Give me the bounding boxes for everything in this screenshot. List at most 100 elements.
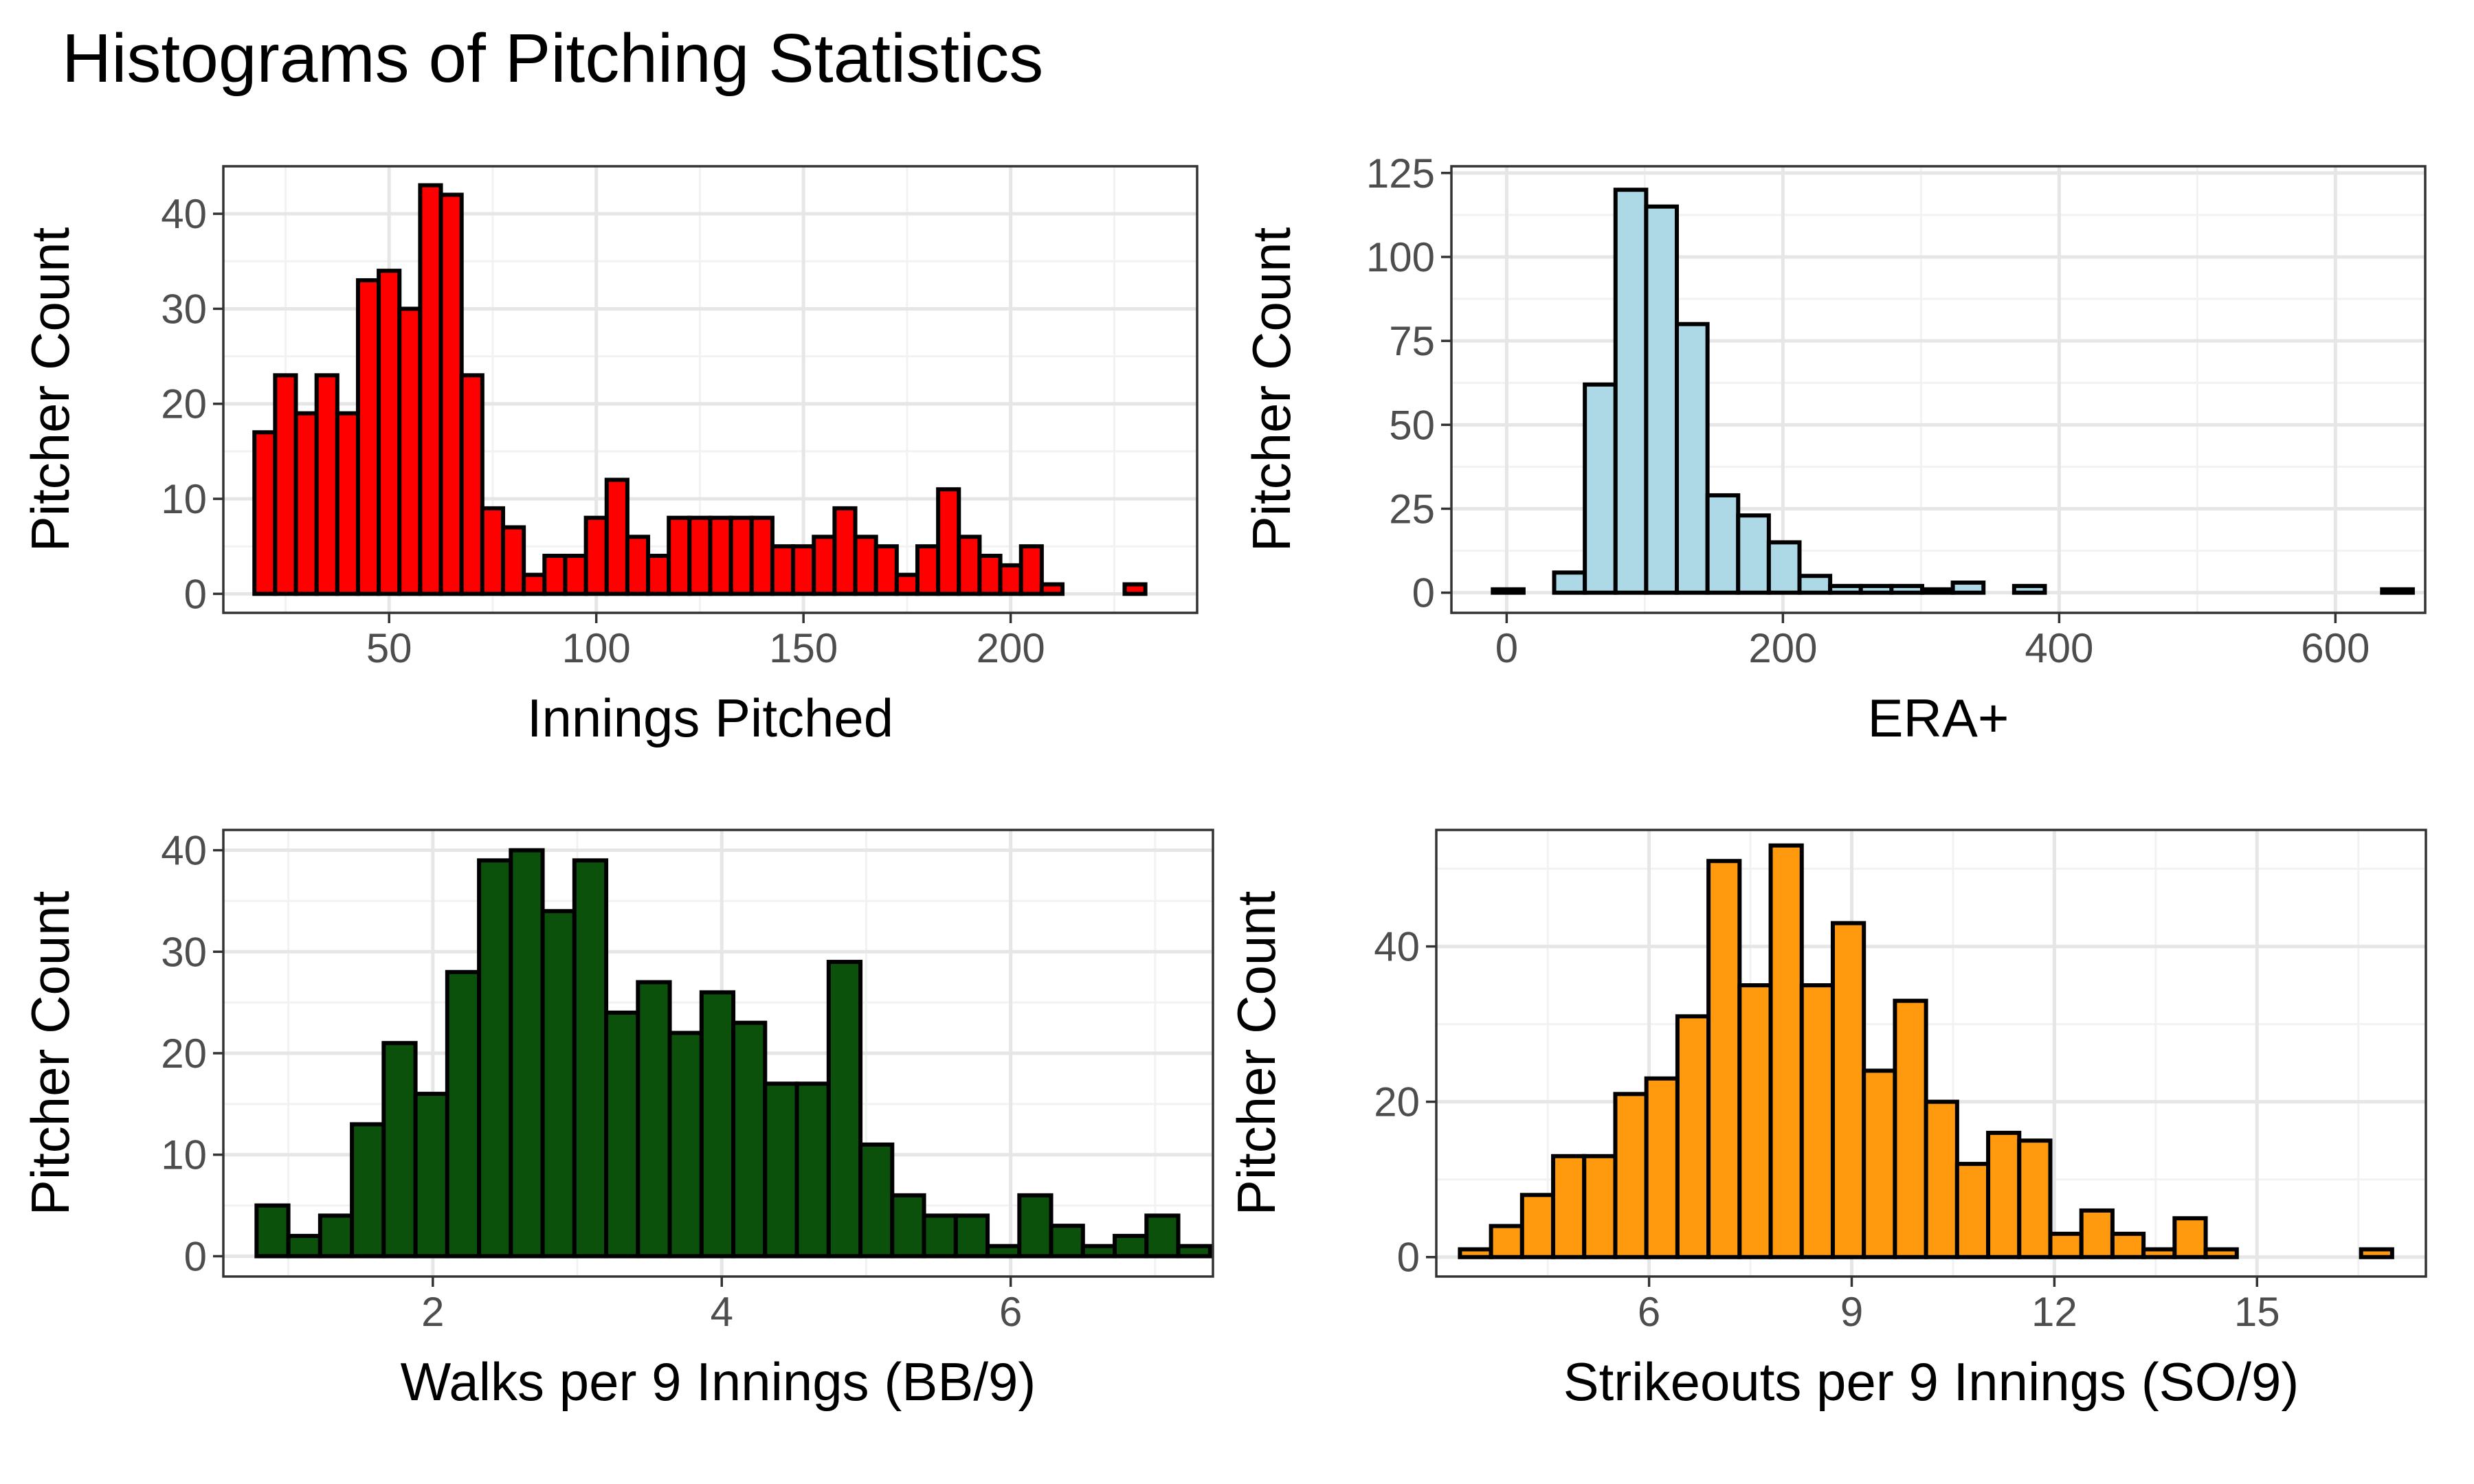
histogram-bar	[286, 1233, 322, 1259]
histogram-bar	[2048, 1231, 2084, 1259]
histogram-bar	[2380, 587, 2415, 595]
histogram-bar	[636, 980, 672, 1259]
histogram-bar	[1458, 1247, 1493, 1259]
histogram-bar	[2172, 1216, 2208, 1259]
y-tick-label: 100	[1366, 234, 1435, 280]
histogram-bar	[2017, 1138, 2053, 1259]
histogram-bar	[1799, 983, 1835, 1259]
histogram-bar	[1706, 859, 1742, 1259]
x-tick-label: 12	[2031, 1289, 2077, 1335]
histogram-bar	[873, 544, 899, 596]
histogram-bar	[1582, 1154, 1618, 1259]
x-axis-title: Innings Pitched	[527, 688, 893, 748]
y-tick-label: 20	[161, 381, 207, 427]
histogram-bar	[1950, 581, 1986, 595]
histogram-bar	[254, 1203, 291, 1259]
histogram-bar	[1613, 1092, 1649, 1259]
histogram-bar	[445, 969, 482, 1259]
y-tick-label: 20	[1374, 1079, 1420, 1125]
y-tick-label: 0	[184, 1233, 207, 1279]
histogram-bar	[459, 373, 484, 596]
histogram-bar	[826, 960, 863, 1259]
histogram-bar	[1017, 1193, 1054, 1259]
histogram-bar	[1551, 1154, 1587, 1259]
histogram-bar	[1862, 1068, 1897, 1259]
histogram-bar	[572, 858, 609, 1259]
so9-histogram-panel: 6 9 12 15 0 20 40 Strikeouts per 9 Innings (SO/…	[1226, 829, 2427, 1412]
histogram-bar	[749, 515, 774, 596]
y-tick-label: 30	[161, 929, 207, 975]
histogram-bar	[1675, 322, 1710, 595]
x-tick-label: 150	[769, 625, 838, 671]
histogram-bar	[1828, 583, 1863, 595]
histogram-bar	[563, 554, 588, 596]
x-tick-label: 15	[2234, 1289, 2280, 1335]
histogram-bar	[2141, 1247, 2177, 1259]
histogram-bar	[687, 515, 713, 596]
histogram-bar	[2011, 583, 2047, 595]
histogram-bar	[1552, 570, 1587, 595]
x-tick-label: 600	[2301, 625, 2370, 671]
histogram-bar	[2110, 1231, 2146, 1259]
histogram-bar	[936, 487, 961, 596]
x-tick-label: 9	[1840, 1289, 1863, 1335]
histogram-bar	[890, 1193, 926, 1259]
y-tick-label: 30	[161, 286, 207, 332]
histogram-bar	[998, 563, 1023, 596]
histogram-bar	[1018, 544, 1044, 596]
x-axis-title: Strikeouts per 9 Innings (SO/9)	[1563, 1351, 2299, 1412]
histogram-bar	[1893, 998, 1928, 1259]
histogram-bar	[1144, 1213, 1181, 1259]
y-tick-label: 20	[161, 1031, 207, 1077]
histogram-bar	[317, 1213, 355, 1259]
histogram-bar	[418, 183, 443, 596]
histogram-bar	[1986, 1130, 2022, 1259]
histogram-bar	[1583, 382, 1618, 595]
histogram-bar	[770, 544, 796, 596]
histogram-bar	[853, 535, 878, 596]
bb9-histogram-panel: 2 4 6 0 10 20 30 40 Walks per 9 Innings (BB/9) Pi…	[20, 828, 1214, 1412]
histogram-bar	[699, 990, 736, 1259]
y-tick-label: 10	[161, 476, 207, 522]
histogram-bar	[794, 1081, 831, 1259]
histogram-bar	[915, 544, 941, 596]
histogram-bar	[1705, 493, 1741, 595]
histogram-bar	[480, 506, 506, 596]
histogram-bar	[604, 477, 629, 596]
histogram-bar	[731, 1020, 768, 1259]
y-axis-title: Pitcher Count	[20, 890, 80, 1215]
histogram-bar	[438, 192, 464, 596]
histogram-bar	[1768, 843, 1804, 1259]
panel-border	[222, 165, 1199, 614]
y-axis-title: Pitcher Count	[20, 227, 80, 552]
histogram-bar	[812, 535, 837, 596]
x-axis-title: ERA+	[1868, 688, 2009, 748]
x-tick-label: 100	[562, 625, 631, 671]
histogram-bar	[1613, 188, 1649, 595]
histogram-bar	[791, 544, 816, 596]
histogram-bar	[832, 506, 858, 596]
histogram-bar	[728, 515, 754, 596]
histogram-bar	[350, 1122, 386, 1259]
innings-pitched-histogram-panel: 50 100 150 200 0 10 20 30 40 Innings Pitched Pitch…	[20, 165, 1199, 748]
y-tick-label: 40	[1374, 924, 1420, 970]
histogram-bar	[1489, 1224, 1524, 1259]
histogram-bar	[501, 525, 526, 596]
histogram-bar	[314, 373, 339, 596]
histogram-bar	[1858, 583, 1894, 595]
histogram-bar	[1736, 513, 1771, 595]
histogram-bar	[273, 373, 298, 596]
panel-border	[1450, 165, 2427, 614]
histogram-bar	[625, 535, 651, 596]
histogram-bar	[1176, 1244, 1212, 1259]
histogram-bar	[922, 1213, 958, 1259]
y-tick-label: 40	[161, 828, 207, 874]
histogram-bar	[953, 1213, 990, 1259]
x-tick-label: 200	[1748, 625, 1817, 671]
y-tick-label: 50	[1389, 402, 1435, 448]
histogram-bar	[1039, 582, 1065, 596]
histogram-bar	[1675, 1014, 1711, 1259]
histogram-bar	[2359, 1247, 2394, 1259]
histogram-bar	[858, 1142, 895, 1259]
